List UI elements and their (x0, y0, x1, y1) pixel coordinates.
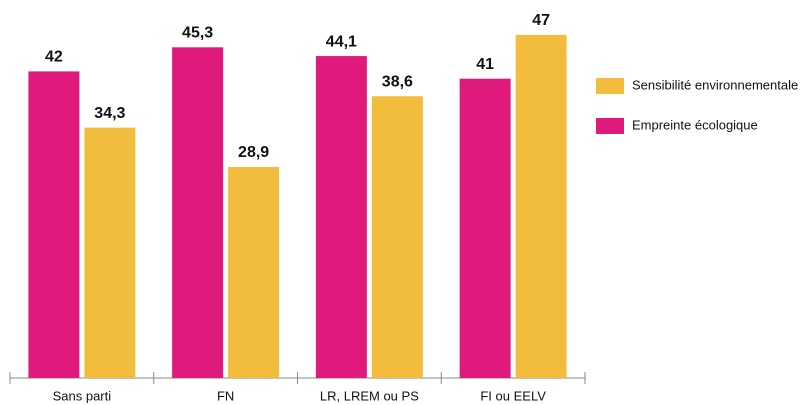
bar (28, 71, 80, 379)
value-label: 44,1 (326, 33, 357, 50)
value-label: 34,3 (94, 105, 125, 122)
x-tick-label: FN (217, 388, 234, 403)
legend-label: Sensibilité environnementale (632, 77, 798, 92)
bar (515, 34, 567, 379)
legend-swatch (596, 78, 624, 94)
value-label: 42 (45, 49, 63, 66)
value-label: 47 (532, 12, 550, 29)
value-label: 45,3 (182, 25, 213, 42)
legend-swatch (596, 118, 624, 134)
legend-label: Empreinte écologique (632, 117, 758, 132)
bar (315, 56, 367, 378)
bar (172, 47, 224, 379)
value-label: 38,6 (382, 73, 413, 90)
bar (371, 96, 423, 378)
value-label: 28,9 (238, 144, 269, 161)
value-label: 41 (476, 56, 494, 73)
bar (228, 167, 280, 378)
bar (84, 127, 136, 378)
x-tick-label: Sans parti (53, 388, 112, 403)
x-tick-label: FI ou EELV (480, 388, 546, 403)
x-tick-label: LR, LREM ou PS (320, 388, 419, 403)
bar (459, 78, 511, 378)
